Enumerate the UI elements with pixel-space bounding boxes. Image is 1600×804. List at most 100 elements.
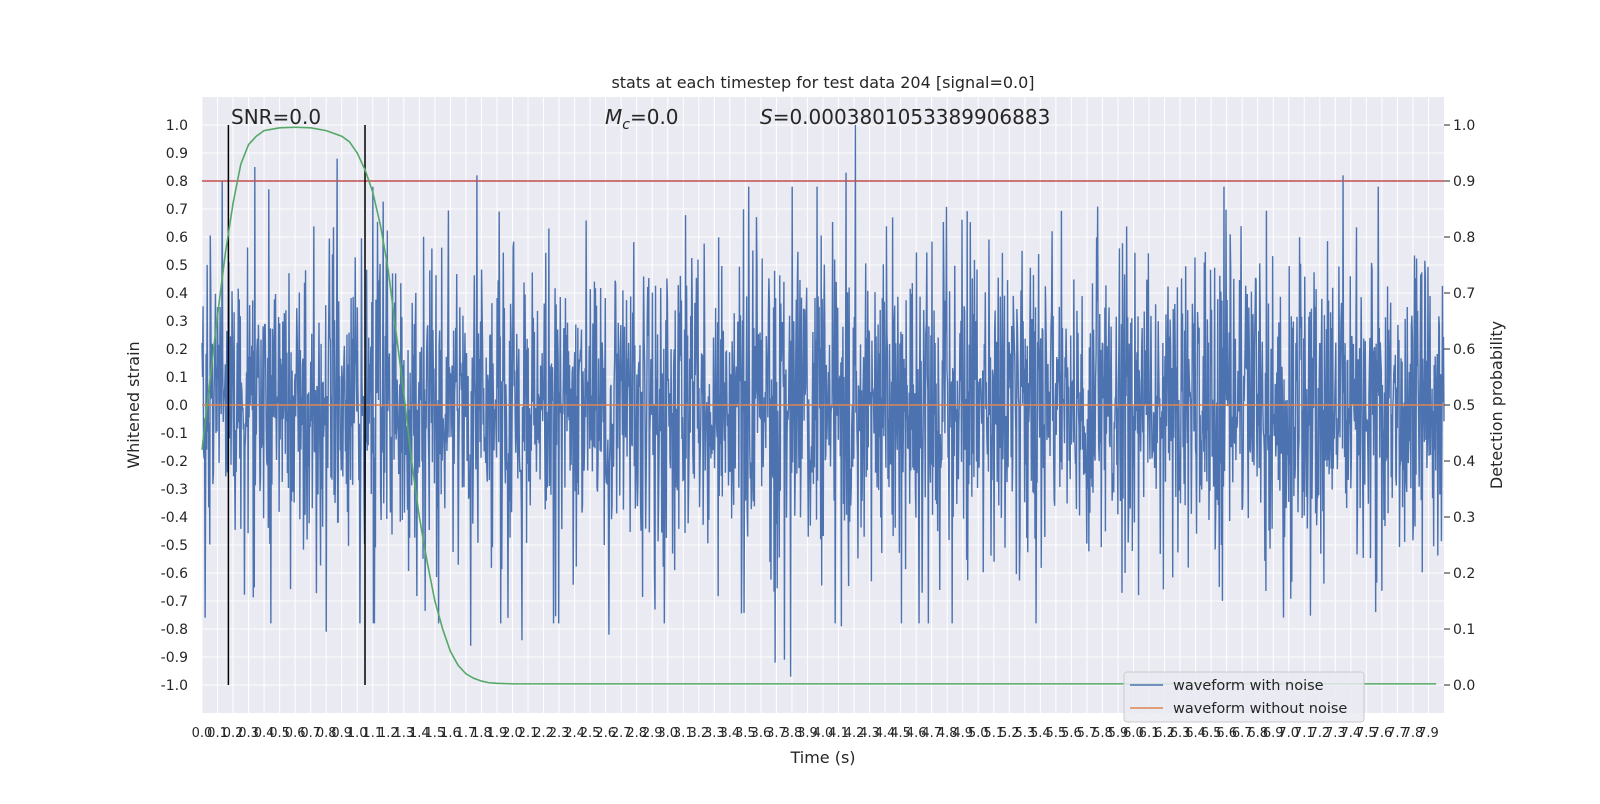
legend: waveform with noise waveform without noi… <box>1123 671 1365 723</box>
x-tick-label: 7.6 <box>1372 726 1393 741</box>
x-tick-label: 5.6 <box>1061 726 1082 741</box>
x-tick-label: 7.3 <box>1325 726 1346 741</box>
x-tick-label: 6.9 <box>1263 726 1284 741</box>
x-tick-label: 6.6 <box>1216 726 1237 741</box>
x-tick-label: 5.9 <box>1108 726 1129 741</box>
x-tick-label: 2.4 <box>564 726 585 741</box>
mc-subscript: c <box>622 117 630 133</box>
x-tick-label: 6.3 <box>1170 726 1191 741</box>
x-tick-label: 7.2 <box>1309 726 1330 741</box>
ticks: 0.00.10.20.30.40.50.60.70.80.91.01.11.21… <box>161 118 1476 741</box>
x-tick-label: 2.2 <box>533 726 554 741</box>
y2-tick-label: 0.2 <box>1453 566 1475 582</box>
x-tick-label: 6.0 <box>1123 726 1144 741</box>
x-tick-label: 0.3 <box>238 726 259 741</box>
mc-symbol: M <box>605 105 622 129</box>
x-tick-label: 0.7 <box>300 726 321 741</box>
y-tick-label: -0.5 <box>161 538 188 554</box>
x-tick-label: 5.2 <box>999 726 1020 741</box>
x-tick-label: 7.7 <box>1387 726 1408 741</box>
y-tick-label: 0.1 <box>166 370 188 386</box>
s-symbol: S <box>760 105 773 129</box>
x-tick-label: 4.9 <box>952 726 973 741</box>
y-tick-label: -0.1 <box>161 426 188 442</box>
chart-marks <box>201 125 1444 685</box>
x-tick-label: 1.9 <box>487 726 508 741</box>
y-tick-label: -0.4 <box>161 510 188 526</box>
y2-tick-label: 0.5 <box>1453 398 1475 414</box>
x-tick-label: 4.3 <box>859 726 880 741</box>
x-tick-label: 7.5 <box>1356 726 1377 741</box>
y-tick-label: -0.8 <box>161 622 188 638</box>
y-axis-label: Whitened strain <box>124 341 143 468</box>
x-tick-label: 7.1 <box>1294 726 1315 741</box>
x-tick-label: 3.9 <box>797 726 818 741</box>
x-tick-label: 4.7 <box>921 726 942 741</box>
y-tick-label: 0.6 <box>166 230 188 246</box>
x-tick-label: 4.6 <box>906 726 927 741</box>
x-tick-label: 7.4 <box>1341 726 1362 741</box>
x-tick-label: 4.1 <box>828 726 849 741</box>
x-tick-label: 2.1 <box>518 726 539 741</box>
y-tick-label: -0.3 <box>161 482 188 498</box>
x-tick-label: 0.9 <box>331 726 352 741</box>
x-tick-label: 6.5 <box>1201 726 1222 741</box>
legend-box <box>1123 671 1365 723</box>
x-tick-label: 6.1 <box>1139 726 1160 741</box>
x-tick-label: 1.3 <box>393 726 414 741</box>
x-tick-label: 1.0 <box>347 726 368 741</box>
y-tick-label: -0.6 <box>161 566 188 582</box>
y-tick-label: -0.7 <box>161 594 188 610</box>
x-tick-label: 6.4 <box>1185 726 1206 741</box>
x-tick-label: 4.0 <box>813 726 834 741</box>
x-tick-label: 1.1 <box>362 726 383 741</box>
x-tick-label: 5.5 <box>1046 726 1067 741</box>
x-tick-label: 3.7 <box>766 726 787 741</box>
x-tick-label: 1.8 <box>471 726 492 741</box>
x-tick-label: 7.8 <box>1403 726 1424 741</box>
y2-axis-label: Detection probability <box>1487 321 1506 489</box>
legend-label-with-noise: waveform with noise <box>1173 678 1324 694</box>
x-tick-label: 0.6 <box>285 726 306 741</box>
x-tick-label: 4.5 <box>890 726 911 741</box>
x-tick-label: 7.9 <box>1418 726 1439 741</box>
x-tick-label: 1.7 <box>456 726 477 741</box>
x-tick-label: 0.8 <box>316 726 337 741</box>
x-tick-label: 0.5 <box>269 726 290 741</box>
y-tick-label: 0.5 <box>166 258 188 274</box>
y-tick-label: 0.4 <box>166 286 188 302</box>
x-tick-label: 1.5 <box>425 726 446 741</box>
x-tick-label: 5.4 <box>1030 726 1051 741</box>
y2-tick-label: 1.0 <box>1453 118 1475 134</box>
y2-tick-label: 0.7 <box>1453 286 1475 302</box>
x-tick-label: 3.2 <box>688 726 709 741</box>
x-tick-label: 2.0 <box>502 726 523 741</box>
x-tick-label: 1.2 <box>378 726 399 741</box>
y-tick-label: 0.7 <box>166 202 188 218</box>
x-tick-label: 3.8 <box>782 726 803 741</box>
x-tick-label: 7.0 <box>1278 726 1299 741</box>
y-tick-label: 0.2 <box>166 342 188 358</box>
x-tick-label: 4.2 <box>844 726 865 741</box>
y2-tick-label: 0.6 <box>1453 342 1475 358</box>
y-tick-label: 1.0 <box>166 118 188 134</box>
y2-tick-label: 0.1 <box>1453 622 1475 638</box>
x-tick-label: 5.3 <box>1014 726 1035 741</box>
y-tick-label: -0.2 <box>161 454 188 470</box>
x-tick-label: 1.6 <box>440 726 461 741</box>
x-tick-label: 3.4 <box>720 726 741 741</box>
x-tick-label: 5.0 <box>968 726 989 741</box>
x-tick-label: 5.1 <box>983 726 1004 741</box>
x-tick-label: 5.8 <box>1092 726 1113 741</box>
detection-probability-line <box>201 126 1437 685</box>
x-tick-label: 2.6 <box>595 726 616 741</box>
y2-tick-label: 0.4 <box>1453 454 1475 470</box>
x-tick-label: 5.7 <box>1077 726 1098 741</box>
mc-annotation: Mc=0.0 <box>605 105 679 133</box>
y-tick-label: 0.0 <box>166 398 188 414</box>
x-tick-label: 6.8 <box>1247 726 1268 741</box>
x-tick-label: 2.3 <box>549 726 570 741</box>
x-tick-label: 6.2 <box>1154 726 1175 741</box>
x-tick-label: 3.1 <box>673 726 694 741</box>
